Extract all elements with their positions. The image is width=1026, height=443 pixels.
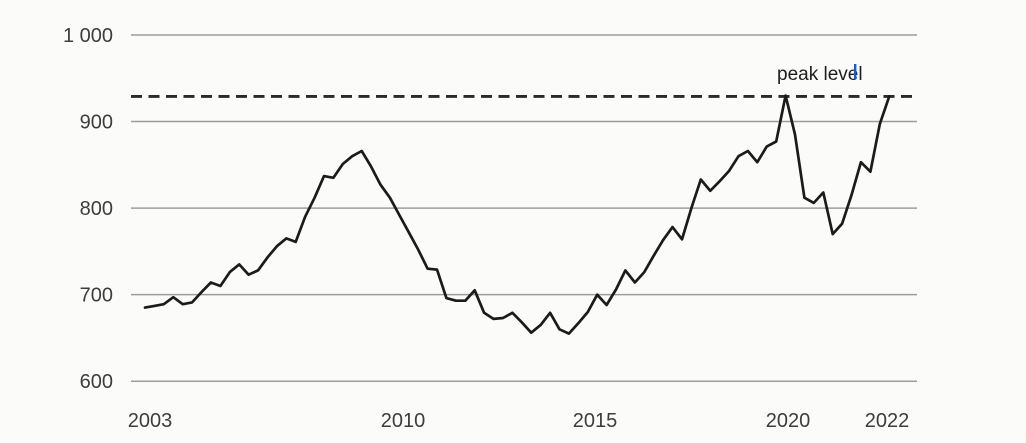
text-cursor [854, 64, 857, 79]
x-axis-label-2020: 2020 [766, 410, 811, 432]
y-axis-label-700: 700 [80, 285, 113, 307]
x-axis-label-2003: 2003 [128, 410, 173, 432]
peak-level-annotation[interactable]: peak level [777, 64, 863, 85]
index-series-line [143, 94, 891, 335]
y-axis-label-900: 900 [80, 112, 113, 134]
x-axis-label-2015: 2015 [573, 410, 618, 432]
y-axis-label-600: 600 [80, 371, 113, 393]
x-axis-label-2022: 2022 [865, 410, 910, 432]
y-axis-label-800: 800 [80, 198, 113, 220]
x-axis-label-2010: 2010 [381, 410, 426, 432]
y-axis-label-1000: 1 000 [63, 25, 113, 47]
